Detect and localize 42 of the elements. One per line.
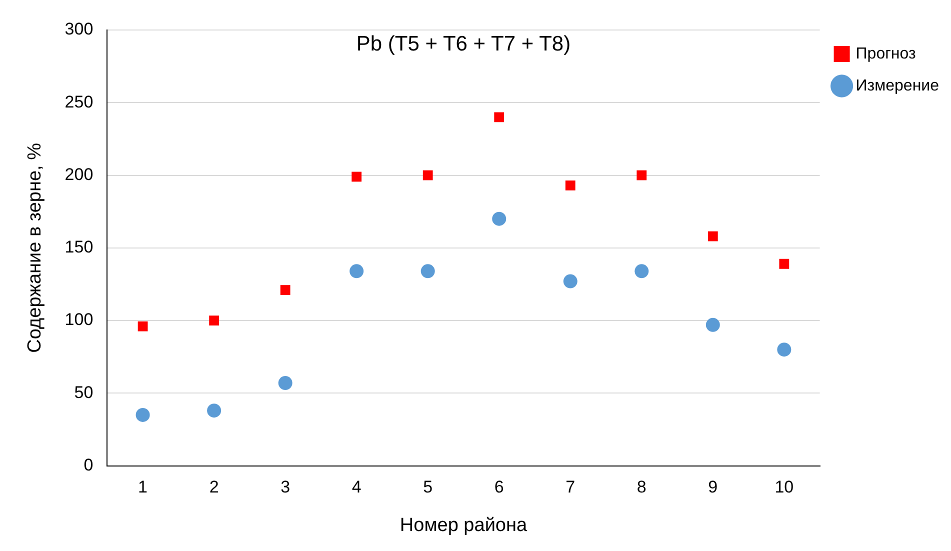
point: [777, 342, 792, 357]
x-tick-label: 8: [636, 478, 646, 497]
x-tick-label: 4: [352, 478, 362, 497]
y-tick-label: 50: [74, 382, 94, 402]
point: [422, 170, 433, 180]
point: [636, 170, 647, 180]
point: [278, 376, 292, 390]
point: [706, 318, 720, 332]
point: [565, 180, 576, 190]
point: [280, 285, 290, 295]
x-tick-label: 5: [423, 478, 433, 497]
x-tick-label: 10: [774, 478, 794, 497]
point: [350, 264, 364, 278]
chart-title: Pb (T5 + T6 + T7 + T8): [356, 32, 571, 56]
x-tick-label: 2: [209, 478, 219, 497]
point: [138, 321, 148, 332]
point: [779, 258, 790, 269]
point: [708, 231, 718, 242]
point: [420, 264, 435, 278]
y-tick-label: 100: [64, 310, 94, 330]
point: [563, 274, 578, 288]
y-tick-label: 150: [64, 238, 94, 257]
x-tick-label: 6: [494, 478, 504, 497]
legend-label: Прогноз: [856, 45, 916, 62]
legend-label: Измерение: [856, 77, 940, 94]
point: [494, 112, 504, 122]
point: [492, 212, 506, 226]
point: [209, 316, 220, 326]
y-axis-title: Содержание в зерне, %: [24, 142, 46, 353]
x-axis-title: Номер района: [400, 514, 528, 536]
point: [207, 404, 222, 418]
x-tick-label: 9: [708, 478, 718, 497]
x-tick-label: 1: [138, 478, 148, 497]
x-tick-label: 3: [280, 478, 290, 497]
y-tick-label: 0: [84, 455, 94, 474]
x-tick-label: 7: [566, 478, 576, 497]
point: [634, 264, 649, 278]
y-tick-label: 300: [64, 20, 94, 39]
y-tick-label: 200: [64, 164, 94, 184]
y-tick-label: 250: [64, 92, 94, 112]
point: [352, 172, 362, 182]
point: [136, 408, 150, 422]
